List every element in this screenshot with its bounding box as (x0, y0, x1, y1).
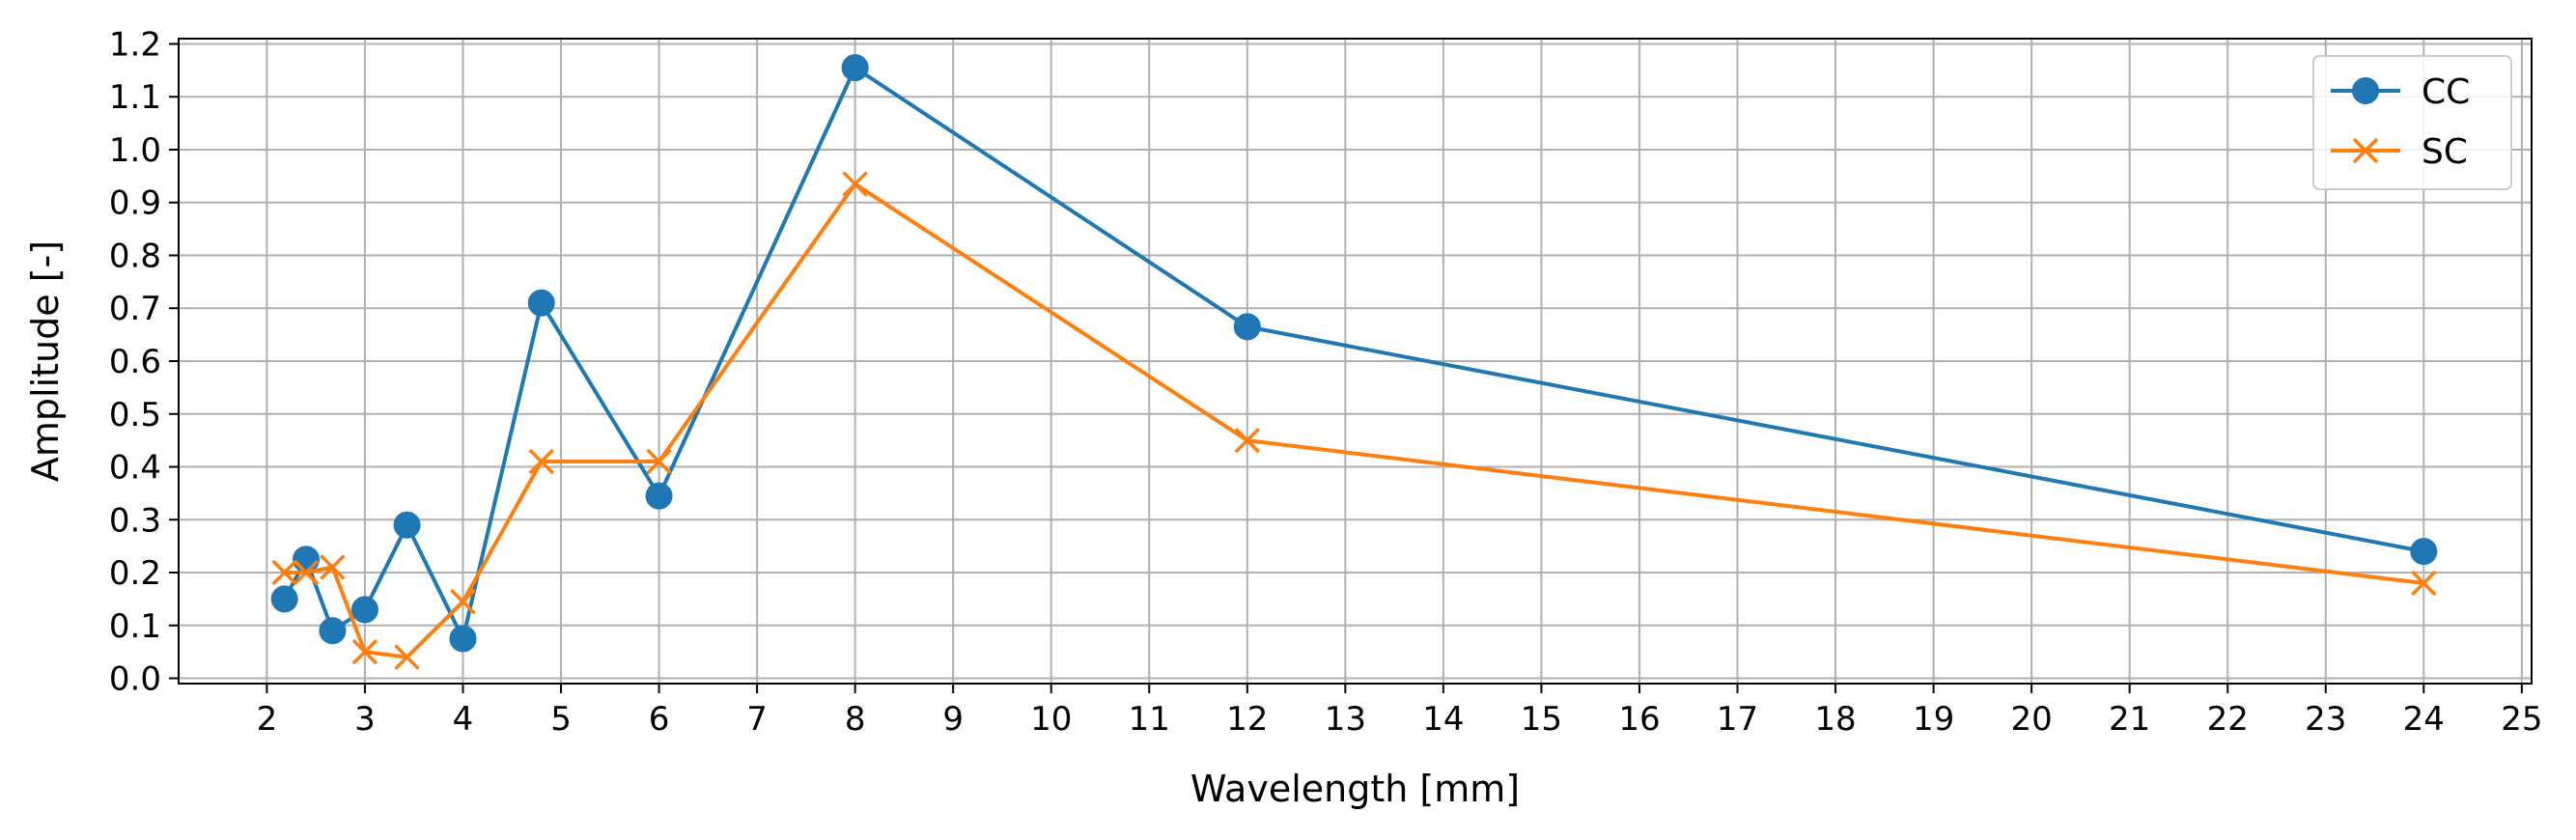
y-tick-label: 0.5 (109, 396, 161, 434)
axis-ticks: 2 3 4 5 6 7 8 9 10 11 12 13 14 15 16 17 18 19 20 21 22 23 24 25… (109, 25, 2543, 739)
x-tick-label: 12 (1226, 700, 1268, 739)
x-tick-label: 20 (2011, 700, 2053, 739)
legend-label: CC (2422, 72, 2470, 112)
x-tick-label: 2 (257, 700, 278, 739)
legend-marker (2352, 77, 2379, 104)
legend-label: SC (2422, 132, 2468, 172)
y-tick-label: 0.1 (109, 607, 161, 646)
data-point-cc (293, 546, 321, 574)
plot-frame (178, 38, 2533, 685)
data-point-sc-stroke (351, 638, 378, 665)
data-point-cc (270, 585, 298, 613)
data-point-sc (394, 644, 420, 670)
x-tick-label: 15 (1521, 700, 1562, 739)
grid (179, 39, 2532, 684)
x-tick-label: 7 (746, 700, 768, 739)
x-tick-label: 21 (2109, 700, 2150, 739)
data-point-cc (393, 511, 421, 539)
y-tick-label: 0.6 (109, 343, 161, 381)
data-point-sc-stroke (394, 644, 420, 670)
x-tick-label: 25 (2501, 700, 2542, 739)
data-point-sc-stroke (528, 448, 554, 475)
data-point-sc (528, 448, 554, 475)
y-tick-label: 0.8 (109, 237, 161, 275)
y-tick-label: 1.2 (109, 25, 161, 64)
data-point-sc (271, 559, 297, 586)
data-point-sc-stroke (293, 559, 320, 586)
y-tick-label: 1.0 (109, 131, 161, 170)
y-tick-label: 0.3 (109, 501, 161, 540)
x-tick-label: 22 (2207, 700, 2249, 739)
data-point-sc-stroke (450, 588, 476, 615)
data-point-cc (841, 54, 869, 82)
y-tick-label: 0.0 (109, 660, 161, 699)
data-point-sc-stroke (646, 448, 672, 475)
y-tick-label: 0.2 (109, 554, 161, 593)
x-tick-label: 6 (649, 700, 670, 739)
legend-marker (2352, 137, 2379, 164)
data-point-sc-stroke (271, 559, 297, 586)
legend-marker-stroke (2352, 137, 2379, 164)
data-point-cc (1233, 313, 1261, 341)
y-tick-label: 0.9 (109, 184, 161, 223)
data-point-sc-stroke (2411, 570, 2437, 597)
x-tick-label: 23 (2305, 700, 2346, 739)
x-tick-label: 5 (550, 700, 572, 739)
x-tick-label: 13 (1325, 700, 1366, 739)
x-tick-label: 16 (1618, 700, 1660, 739)
data-point-sc-stroke (842, 171, 868, 197)
data-point-sc (2411, 570, 2437, 597)
y-tick-label: 1.1 (109, 78, 161, 117)
x-tick-label: 17 (1717, 700, 1758, 739)
data-point-cc (350, 596, 378, 624)
data-point-sc (842, 171, 868, 197)
data-point-cc (449, 625, 477, 653)
y-tick-label: 0.4 (109, 449, 161, 488)
x-tick-label: 11 (1129, 700, 1170, 739)
data-point-cc (527, 289, 555, 317)
x-tick-label: 24 (2403, 700, 2445, 739)
x-tick-label: 8 (845, 700, 866, 739)
legend-item-sc: SC (2331, 132, 2468, 172)
data-point-cc (2410, 538, 2438, 566)
series-layer (270, 54, 2438, 670)
legend: CC SC (2312, 55, 2512, 190)
x-tick-label: 4 (453, 700, 474, 739)
data-point-cc (319, 617, 347, 645)
data-point-sc (646, 448, 672, 475)
x-tick-label: 18 (1814, 700, 1856, 739)
x-tick-label: 10 (1030, 700, 1072, 739)
legend-item-cc: CC (2331, 72, 2470, 112)
x-axis-label: Wavelength [mm] (1190, 768, 1520, 810)
y-axis-label: Amplitude [-] (24, 240, 67, 482)
y-tick-label: 0.7 (109, 290, 161, 328)
x-tick-label: 19 (1913, 700, 1954, 739)
data-point-sc-stroke (320, 554, 346, 580)
x-tick-label: 9 (942, 700, 964, 739)
series-cc (270, 54, 2438, 653)
data-point-sc (293, 559, 320, 586)
x-tick-label: 14 (1422, 700, 1464, 739)
data-point-sc (351, 638, 378, 665)
x-tick-label: 3 (354, 700, 376, 739)
data-point-sc-stroke (1234, 427, 1261, 454)
legend-box (2312, 55, 2512, 190)
data-point-sc (320, 554, 346, 580)
series-line-cc (282, 66, 2424, 641)
data-point-sc (1234, 427, 1261, 454)
data-point-sc (450, 588, 476, 615)
data-point-cc (645, 482, 673, 510)
series-sc (271, 171, 2437, 670)
